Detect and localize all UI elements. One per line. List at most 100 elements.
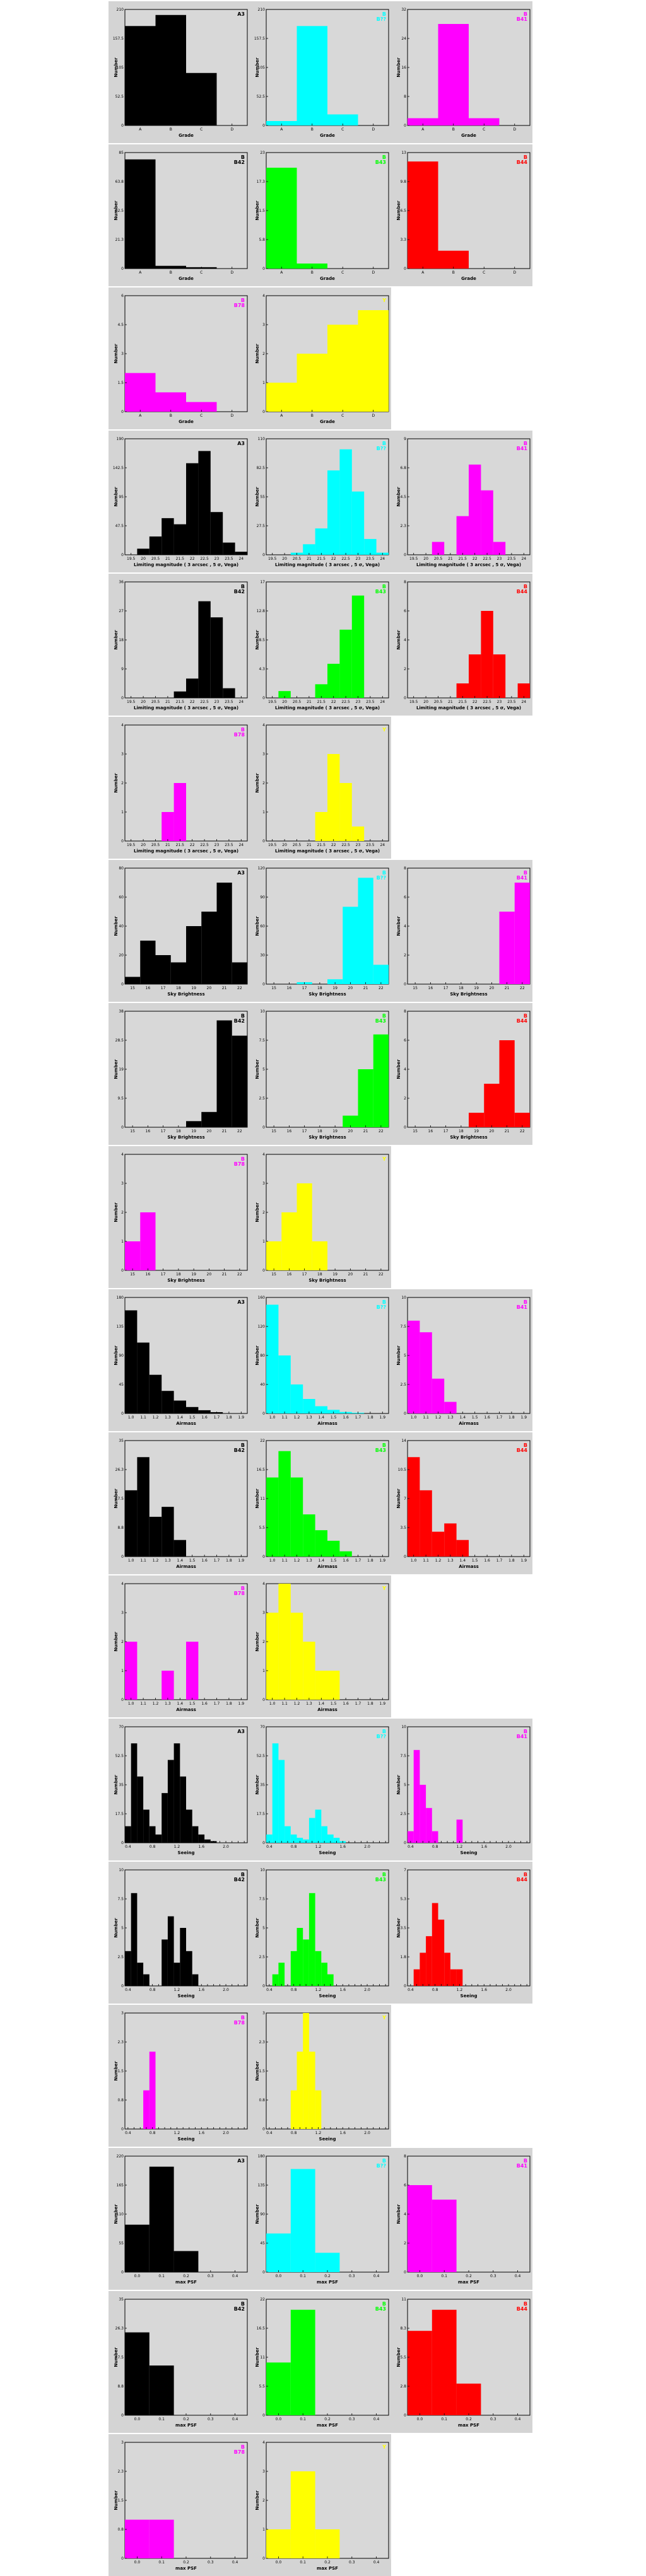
histogram-panel-sky-B41: 0 2 4 6 8 15 16 17 18 19 20 21 22 Sky Brightness Numbe… bbox=[396, 861, 535, 1002]
x-tick-label: A bbox=[421, 127, 425, 132]
band-label: B bbox=[241, 2015, 245, 2021]
histogram-bar bbox=[173, 2251, 199, 2272]
y-tick-label: 6.8 bbox=[400, 466, 406, 470]
histogram-bar bbox=[162, 1391, 174, 1413]
x-tick-label: A bbox=[280, 414, 283, 418]
histogram-bar bbox=[266, 120, 297, 125]
y-tick-label: 7.5 bbox=[259, 1038, 265, 1043]
y-axis-label: Number bbox=[255, 630, 260, 650]
histogram-bar bbox=[266, 2362, 291, 2415]
x-tick-label: 21 bbox=[307, 700, 312, 704]
x-tick-label: 1.7 bbox=[355, 1415, 361, 1420]
x-tick-label: 23 bbox=[214, 557, 220, 561]
x-axis-label: max PSF bbox=[458, 2280, 479, 2285]
band-label: B bbox=[524, 1729, 527, 1734]
histogram-bar bbox=[517, 683, 530, 698]
x-tick-label: 23.5 bbox=[366, 843, 375, 847]
y-axis-label: Number bbox=[114, 2061, 119, 2081]
x-tick-label: C bbox=[483, 270, 485, 275]
histogram-svg: 0 2.8 5.5 8.3 11 0.0 0.1 0.2 0.3 0.4 max PSF Number… bbox=[396, 2297, 531, 2428]
x-tick-label: 1.6 bbox=[201, 1415, 208, 1420]
y-tick-label: 6 bbox=[404, 1038, 406, 1043]
band-label: B?? bbox=[377, 1734, 387, 1739]
histogram-svg: 0 1.8 3.5 5.3 7 0.4 0.8 1.2 1.6 2.0 Seeing Number BB… bbox=[396, 1868, 531, 1999]
x-tick-label: 0.1 bbox=[300, 2560, 306, 2565]
x-tick-label: 1.7 bbox=[355, 1558, 361, 1563]
x-tick-label: 19.5 bbox=[127, 843, 136, 847]
band-label: B bbox=[382, 1442, 386, 1448]
band-label: B44 bbox=[517, 2306, 528, 2312]
x-tick-label: 1.9 bbox=[380, 1415, 386, 1420]
histogram-bar bbox=[408, 1320, 420, 1413]
y-tick-label: 105 bbox=[117, 66, 124, 70]
histogram-bar bbox=[339, 629, 352, 698]
x-tick-label: 18 bbox=[176, 986, 181, 990]
x-tick-label: 20.5 bbox=[151, 557, 160, 561]
x-tick-label: 1.2 bbox=[153, 1702, 159, 1706]
y-tick-label: 8.8 bbox=[117, 1526, 124, 1530]
x-tick-label: D bbox=[230, 127, 233, 132]
y-tick-label: 7 bbox=[404, 1868, 406, 1872]
x-tick-label: A bbox=[139, 270, 142, 275]
y-tick-label: 60 bbox=[119, 895, 124, 900]
histogram-bar bbox=[201, 912, 217, 984]
y-tick-label: 2 bbox=[121, 1210, 124, 1215]
x-tick-label: 1.2 bbox=[153, 1415, 159, 1420]
y-tick-label: 11 bbox=[260, 1497, 265, 1501]
x-tick-label: 0.4 bbox=[125, 1845, 131, 1849]
y-tick-label: 90 bbox=[260, 2212, 265, 2217]
y-tick-label: 120 bbox=[258, 866, 266, 871]
x-axis-label: Sky Brightness bbox=[167, 992, 204, 997]
y-tick-label: 4 bbox=[404, 1067, 406, 1072]
band-label: A3 bbox=[237, 870, 245, 876]
x-axis-label: Seeing bbox=[319, 1850, 336, 1855]
x-tick-label: 20 bbox=[207, 1129, 212, 1134]
y-tick-label: 210 bbox=[117, 8, 124, 12]
band-label: B bbox=[241, 1013, 245, 1019]
x-tick-label: 22.5 bbox=[483, 700, 491, 704]
x-tick-label: 17 bbox=[443, 986, 449, 990]
x-tick-label: 0.4 bbox=[515, 2417, 521, 2422]
band-label: Y bbox=[382, 2015, 386, 2021]
band-label: B bbox=[524, 154, 527, 160]
x-tick-label: A bbox=[139, 414, 142, 418]
x-tick-label: 23.5 bbox=[225, 557, 233, 561]
histogram-bar bbox=[125, 159, 156, 269]
y-tick-label: 3.3 bbox=[400, 238, 406, 242]
x-tick-label: 1.3 bbox=[165, 1415, 171, 1420]
y-tick-label: 5 bbox=[262, 1926, 265, 1930]
x-tick-label: 1.5 bbox=[189, 1558, 196, 1563]
y-tick-label: 52.5 bbox=[257, 95, 266, 99]
y-axis-label: Number bbox=[114, 344, 119, 364]
x-tick-label: C bbox=[483, 127, 485, 132]
y-axis-label: Number bbox=[255, 344, 260, 364]
histogram-bar bbox=[315, 528, 327, 555]
y-tick-label: 10 bbox=[260, 1009, 265, 1014]
histogram-bar bbox=[149, 2166, 174, 2272]
band-label: B bbox=[241, 727, 245, 733]
y-tick-label: 10 bbox=[119, 1868, 124, 1872]
histogram-bar bbox=[232, 962, 247, 984]
y-tick-label: 135 bbox=[117, 1325, 124, 1329]
histogram-bar bbox=[272, 1974, 279, 1986]
y-tick-label: 8 bbox=[404, 95, 406, 99]
y-tick-label: 7.5 bbox=[400, 1325, 406, 1329]
histogram-bar bbox=[210, 617, 223, 698]
band-label: B42 bbox=[234, 1448, 245, 1453]
histogram-bar bbox=[162, 1507, 174, 1557]
x-tick-label: 1.0 bbox=[269, 1702, 276, 1706]
y-tick-label: 8 bbox=[404, 2154, 406, 2159]
histogram-panel-airmass-B43: 0 5.5 11 16.5 22 1.0 1.1 1.2 1.3 1.4 1.5 1.6 1.7 1.8 1… bbox=[255, 1433, 394, 1574]
y-tick-label: 7.5 bbox=[117, 1897, 124, 1901]
y-tick-label: 70 bbox=[119, 1725, 124, 1729]
band-label: B bbox=[382, 1299, 386, 1305]
x-tick-label: 1.4 bbox=[177, 1415, 184, 1420]
x-tick-label: 18 bbox=[317, 1272, 322, 1277]
band-label: B42 bbox=[234, 589, 245, 595]
x-tick-label: 0.3 bbox=[349, 2417, 355, 2422]
histogram-bar bbox=[327, 754, 340, 841]
y-tick-label: 1 bbox=[262, 381, 265, 385]
band-label: B44 bbox=[517, 1877, 528, 1883]
band-label: B41 bbox=[517, 446, 528, 451]
